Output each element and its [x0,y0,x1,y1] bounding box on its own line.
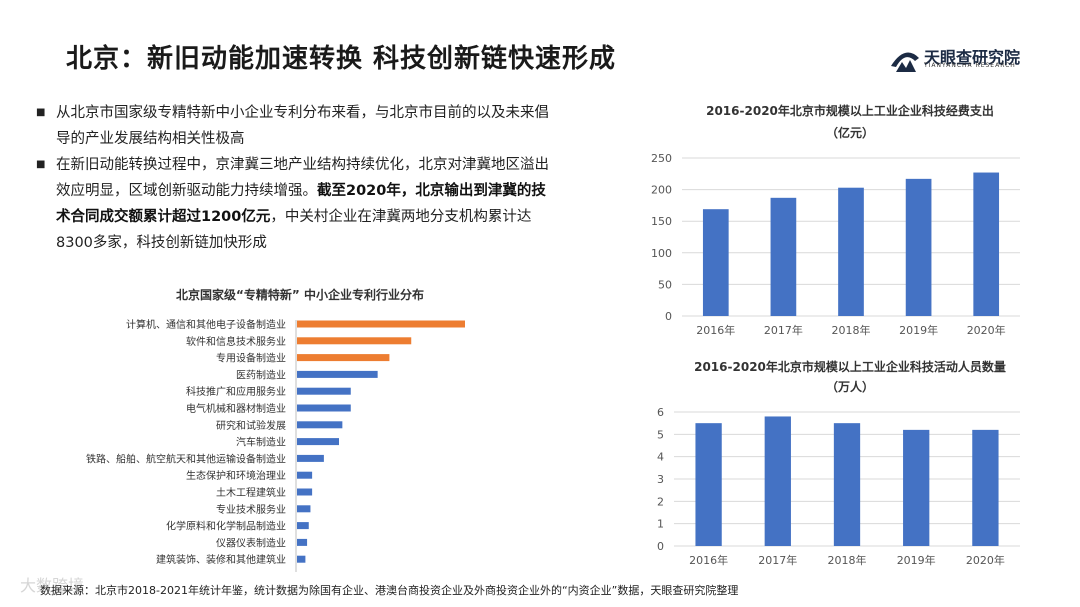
x-tick-label: 2019年 [897,553,936,567]
bar [297,320,465,328]
watermark: 大数跨境 [20,576,85,595]
category-label: 专业技术服务业 [216,503,286,516]
y-tick-label: 1 [657,518,664,531]
funding-chart-subtitle: （亿元） [825,126,874,140]
category-label: 生态保护和环境治理业 [186,469,286,482]
y-tick-label: 2 [657,495,664,508]
y-tick-label: 250 [651,152,672,165]
category-label: 化学原料和化学制品制造业 [166,520,286,533]
bar [903,429,930,546]
bar [297,471,313,479]
industry-patent-bar-chart: 计算机、通信和其他电子设备制造业软件和信息技术服务业专用设备制造业医药制造业科技… [86,318,465,572]
y-tick-label: 3 [657,473,664,486]
bullet-text-pre: 在新旧动能转换过程中，京津冀三地产业结构持续优化，北京对津冀地区溢出效应明显，区… [56,157,549,199]
logo-subtext: TIANYANCHA RESEARCH [924,62,1016,69]
staff-chart-subtitle: （万人） [825,380,874,394]
staff-chart-title: 2016-2020年北京市规模以上工业企业科技活动人员数量 [694,360,1006,374]
hbar-chart-title: 北京国家级“专精特新” 中小企业专利行业分布 [176,288,424,302]
bar [764,416,791,546]
y-tick-label: 6 [657,406,664,419]
logo-text: 天眼查研究院 [924,48,1021,67]
y-tick-label: 5 [657,428,664,441]
bar [297,370,378,378]
logo: 天眼查研究院 TIANYANCHA RESEARCH [888,42,1038,76]
category-label: 仪器仪表制造业 [216,536,286,549]
tech-staff-bar-chart: 0 1 2 3 4 5 6 2016年 2017年 2018年 2019年 2020年 [657,406,1020,567]
bar [297,454,324,462]
bar [297,387,351,395]
bar [297,438,339,446]
y-tick-label: 0 [657,540,664,553]
bar [972,429,999,546]
category-label: 土木工程建筑业 [216,486,286,499]
category-label: 铁路、船舶、航空航天和其他运输设备制造业 [86,452,286,465]
bullet-square-icon: ■ [36,107,46,118]
category-label: 软件和信息技术服务业 [186,335,286,348]
y-tick-label: 50 [658,278,672,291]
bar [905,178,932,316]
y-tick-label: 150 [651,215,672,228]
bar [973,172,1000,316]
bullet-text: 在新旧动能转换过程中，京津冀三地产业结构持续优化，北京对津冀地区溢出效应明显，区… [56,152,556,256]
bar [833,423,861,546]
bar [838,187,864,316]
bullet-text-post: ，中关村企业在津冀两地分支机构累计达8300多家，科技创新链加快形成 [56,209,532,251]
x-tick-label: 2020年 [966,553,1005,567]
page-title: 北京：新旧动能加速转换 科技创新链快速形成 [66,44,617,74]
y-tick-label: 4 [657,451,664,464]
bar [297,488,313,496]
bar [297,538,308,546]
bullet-item: ■ 在新旧动能转换过程中，京津冀三地产业结构持续优化，北京对津冀地区溢出效应明显… [36,152,556,256]
bullet-square-icon: ■ [36,159,46,170]
category-label: 建筑装饰、装修和其他建筑业 [156,553,286,566]
y-tick-label: 0 [665,310,672,323]
category-label: 医药制造业 [236,368,286,381]
bar [695,423,722,546]
category-label: 汽车制造业 [236,436,286,449]
bullet-text-bold: 截至2020年，北京输出到津冀的技术合同成交额累计超过1200亿元 [56,183,546,225]
bar [297,555,306,563]
x-tick-label: 2016年 [689,553,728,567]
x-tick-label: 2020年 [967,323,1006,337]
x-tick-label: 2017年 [764,323,803,337]
category-label: 电气机械和器材制造业 [186,402,286,415]
funding-chart-title: 2016-2020年北京市规模以上工业企业科技经费支出 [706,104,994,118]
x-tick-label: 2018年 [832,323,871,337]
bar [297,522,309,530]
x-tick-label: 2016年 [696,323,735,337]
category-label: 研究和试验发展 [216,419,286,432]
bullet-item: ■ 从北京市国家级专精特新中小企业专利分布来看，与北京市目前的以及未来倡导的产业… [36,100,556,152]
category-label: 计算机、通信和其他电子设备制造业 [126,318,286,331]
logo-icon [891,52,919,72]
bullet-text: 从北京市国家级专精特新中小企业专利分布来看，与北京市目前的以及未来倡导的产业发展… [56,105,549,147]
tech-funding-bar-chart: 0 50 100 150 200 250 2016年 2017年 2018年 2019年 2020年 [651,152,1020,337]
bar [297,404,351,412]
bar [297,421,343,429]
bar [297,354,390,362]
bar [770,197,797,316]
x-tick-label: 2019年 [899,323,938,337]
bar [297,337,412,345]
bar [702,209,729,316]
y-tick-label: 200 [651,184,672,197]
bar [297,505,311,513]
category-label: 专用设备制造业 [216,352,286,365]
x-tick-label: 2018年 [828,553,867,567]
x-tick-label: 2017年 [758,553,797,567]
y-tick-label: 100 [651,247,672,260]
data-source-note: 数据来源：北京市2018-2021年统计年鉴，统计数据为除国有企业、港澳台商投资… [40,584,739,597]
bullet-list: ■ 从北京市国家级专精特新中小企业专利分布来看，与北京市目前的以及未来倡导的产业… [36,100,556,256]
category-label: 科技推广和应用服务业 [186,385,286,398]
